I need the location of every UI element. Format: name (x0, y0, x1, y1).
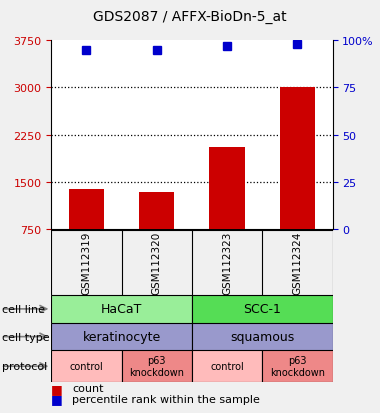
Bar (69, 189, 104, 229)
Bar (280, 88, 315, 229)
Text: p63
knockdown: p63 knockdown (129, 356, 184, 377)
Text: squamous: squamous (230, 330, 294, 343)
Text: protocol: protocol (2, 361, 47, 371)
Bar (192, 323, 332, 351)
Text: GSM112319: GSM112319 (81, 231, 92, 294)
Bar (139, 192, 174, 229)
Text: p63
knockdown: p63 knockdown (270, 356, 325, 377)
Bar (192, 295, 332, 323)
Text: control: control (210, 361, 244, 371)
Text: ■: ■ (51, 382, 63, 395)
Bar (51, 295, 192, 323)
Text: ■: ■ (51, 392, 63, 405)
Bar (51, 323, 192, 351)
Text: GDS2087 / AFFX-BioDn-5_at: GDS2087 / AFFX-BioDn-5_at (93, 10, 287, 24)
Bar (262, 351, 332, 382)
Text: keratinocyte: keratinocyte (82, 330, 161, 343)
Bar (209, 148, 245, 229)
Text: GSM112320: GSM112320 (152, 231, 162, 294)
Bar (192, 351, 262, 382)
Text: count: count (72, 383, 104, 393)
Text: percentile rank within the sample: percentile rank within the sample (72, 394, 260, 404)
Text: HaCaT: HaCaT (101, 303, 142, 316)
Text: cell line: cell line (2, 304, 45, 314)
Text: GSM112324: GSM112324 (292, 231, 302, 294)
Text: control: control (70, 361, 103, 371)
Text: cell type: cell type (2, 332, 49, 342)
Bar (51, 351, 122, 382)
Bar (122, 351, 192, 382)
Text: GSM112323: GSM112323 (222, 231, 232, 294)
Text: SCC-1: SCC-1 (243, 303, 281, 316)
